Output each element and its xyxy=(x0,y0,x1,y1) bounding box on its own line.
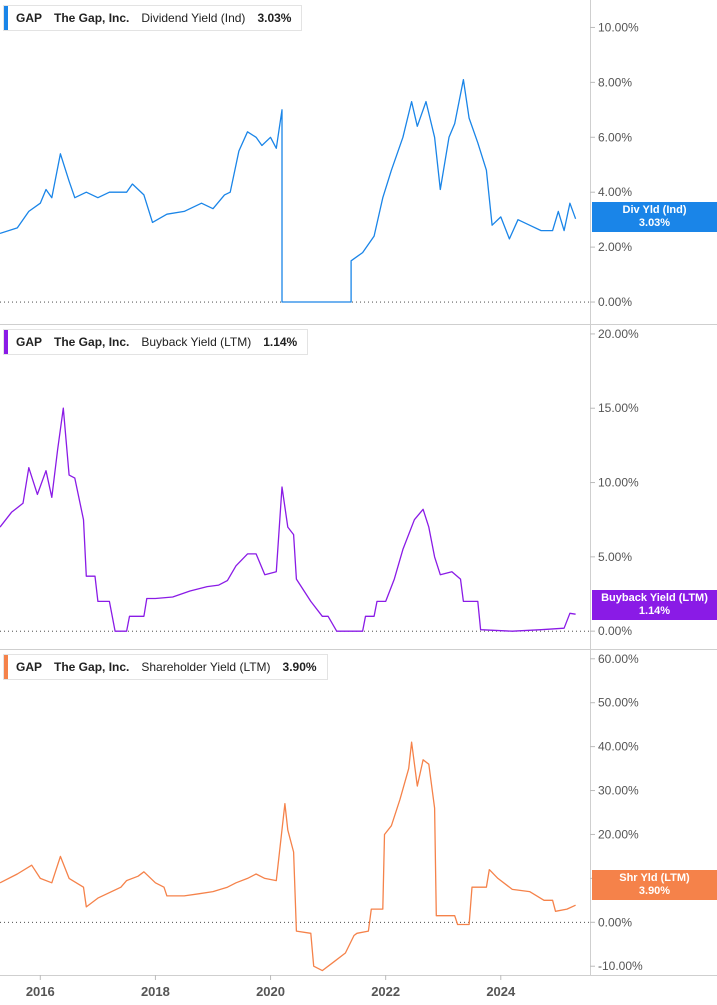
legend-company: The Gap, Inc. xyxy=(54,11,130,25)
x-tick-label: 2024 xyxy=(486,984,516,999)
y-tick-label: 15.00% xyxy=(598,401,639,415)
y-tick-label: 50.00% xyxy=(598,696,639,710)
legend-ticker: GAP xyxy=(16,11,43,25)
dividend-yield-panel: 0.00% 2.00% 4.00% 6.00% 8.00% 10.00% xyxy=(0,20,639,309)
last-value-tag-dividend: Div Yld (Ind) 3.03% xyxy=(592,202,717,232)
legend-buyback-yield[interactable]: GAP The Gap, Inc. Buyback Yield (LTM) 1.… xyxy=(3,329,309,355)
legend-dividend-yield[interactable]: GAP The Gap, Inc. Dividend Yield (Ind) 3… xyxy=(3,5,303,31)
legend-value: 1.14% xyxy=(263,335,298,349)
tag-label: Buyback Yield (LTM) xyxy=(601,592,708,604)
y-tick-label: 6.00% xyxy=(598,130,632,144)
legend-value: 3.03% xyxy=(257,11,292,25)
y-tick-label: 40.00% xyxy=(598,740,639,754)
y-tick-label: 0.00% xyxy=(598,624,632,638)
buyback-yield-panel: 0.00% 5.00% 10.00% 15.00% 20.00% xyxy=(0,327,639,638)
legend-shareholder-yield[interactable]: GAP The Gap, Inc. Shareholder Yield (LTM… xyxy=(3,654,328,680)
last-value-tag-buyback: Buyback Yield (LTM) 1.14% xyxy=(592,590,717,620)
x-tick-label: 2020 xyxy=(256,984,285,999)
dividend-yield-series-line xyxy=(0,78,577,303)
last-value-tag-shareholder: Shr Yld (LTM) 3.90% xyxy=(592,870,717,900)
tag-value: 1.14% xyxy=(638,605,671,617)
legend-metric: Shareholder Yield (LTM) xyxy=(141,660,271,674)
legend-ticker: GAP xyxy=(16,335,43,349)
y-tick-label: 30.00% xyxy=(598,784,639,798)
grid-layer xyxy=(0,0,717,976)
legend-swatch xyxy=(4,330,8,354)
tag-value: 3.90% xyxy=(638,885,671,897)
legend-value: 3.90% xyxy=(282,660,317,674)
legend-company: The Gap, Inc. xyxy=(54,660,130,674)
y-tick-label: 10.00% xyxy=(598,20,639,34)
x-axis: 2016 2018 2020 2022 2024 xyxy=(26,975,516,999)
legend-swatch xyxy=(4,6,8,30)
legend-metric: Buyback Yield (LTM) xyxy=(141,335,252,349)
legend-swatch xyxy=(4,655,8,679)
y-tick-label: -10.00% xyxy=(598,959,643,973)
shareholder-yield-panel: -10.00%0.00%10.00%20.00%30.00%40.00%50.0… xyxy=(0,652,643,973)
tag-value: 3.03% xyxy=(638,217,671,229)
y-tick-label: 20.00% xyxy=(598,827,639,841)
shareholder-yield-series-line xyxy=(0,741,576,972)
tag-label: Div Yld (Ind) xyxy=(622,204,687,216)
y-tick-label: 0.00% xyxy=(598,295,632,309)
y-tick-label: 0.00% xyxy=(598,915,632,929)
y-tick-label: 10.00% xyxy=(598,476,639,490)
x-tick-label: 2022 xyxy=(371,984,400,999)
x-tick-label: 2016 xyxy=(26,984,55,999)
buyback-yield-series-line xyxy=(0,407,576,632)
y-tick-label: 4.00% xyxy=(598,185,632,199)
tag-label: Shr Yld (LTM) xyxy=(619,872,690,884)
legend-ticker: GAP xyxy=(16,660,43,674)
y-tick-label: 20.00% xyxy=(598,327,639,341)
y-tick-label: 8.00% xyxy=(598,75,632,89)
y-tick-label: 2.00% xyxy=(598,240,632,254)
legend-company: The Gap, Inc. xyxy=(54,335,130,349)
y-tick-label: 5.00% xyxy=(598,550,632,564)
x-tick-label: 2018 xyxy=(141,984,170,999)
legend-metric: Dividend Yield (Ind) xyxy=(141,11,246,25)
y-tick-label: 60.00% xyxy=(598,652,639,666)
